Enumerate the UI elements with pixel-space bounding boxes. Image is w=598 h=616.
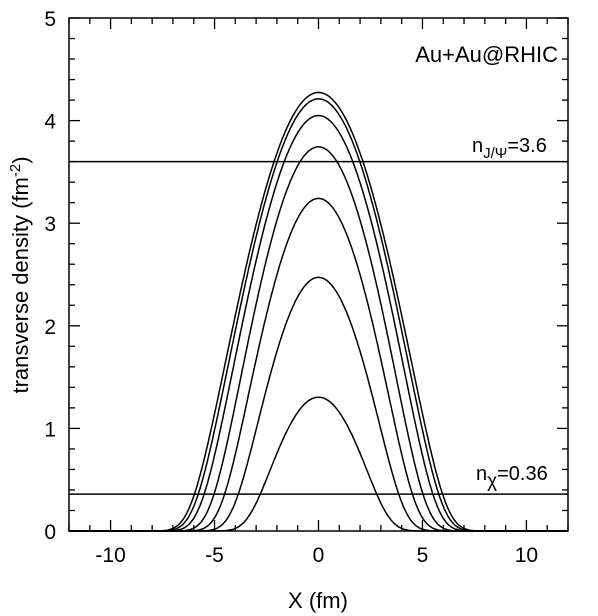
x-tick-label: 5 (417, 544, 429, 567)
y-tick-label: 5 (44, 8, 56, 31)
y-axis-label: transverse density (fm-2) (7, 156, 33, 393)
y-tick-label: 3 (44, 213, 56, 236)
threshold-label-chi: nχ=0.36 (476, 463, 548, 492)
threshold-lines (69, 160, 568, 495)
density-curve-7 (69, 396, 568, 532)
axis-ticks: -10 -5 0 5 10 0 1 2 3 4 5 (44, 8, 569, 567)
x-tick-label: -10 (95, 544, 125, 567)
density-curve-3 (69, 114, 568, 532)
x-tick-label: 10 (515, 544, 538, 567)
x-tick-label: 0 (313, 544, 325, 567)
y-tick-label: 0 (44, 521, 56, 544)
x-axis-label: X (fm) (288, 588, 348, 613)
density-curve-2 (69, 98, 568, 532)
density-curve-6 (69, 276, 568, 532)
x-tick-label: -5 (205, 544, 224, 567)
y-tick-label: 1 (44, 418, 56, 441)
y-tick-label: 4 (44, 111, 56, 134)
y-tick-label: 2 (44, 316, 56, 339)
chart-title: Au+Au@RHIC (415, 42, 558, 67)
plot-frame (68, 17, 569, 532)
threshold-label-jpsi: nJ/Ψ=3.6 (472, 135, 547, 162)
